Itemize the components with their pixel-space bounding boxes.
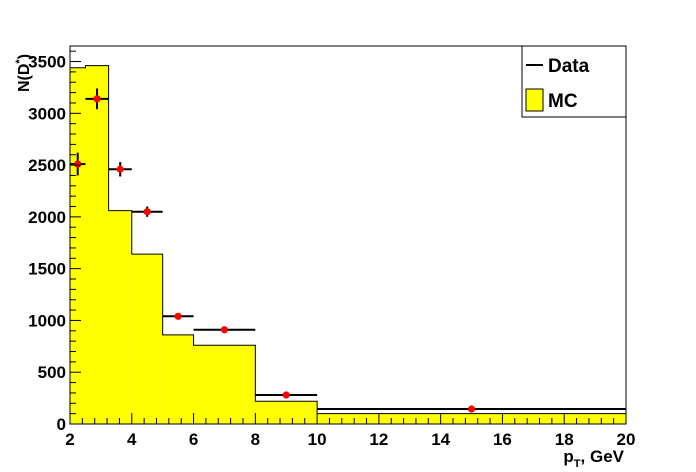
data-point-2 [108, 161, 132, 177]
data-point-3 [131, 206, 163, 217]
x-axis-title: pT, GeV [563, 447, 624, 470]
data-marker-0 [74, 160, 82, 168]
data-marker-6 [282, 391, 290, 399]
data-marker-4 [174, 312, 182, 320]
y-tick-label: 2500 [28, 156, 66, 175]
mc-bin-1 [85, 65, 109, 425]
y-tick-label: 1000 [28, 311, 66, 330]
x-tick-label: 4 [127, 430, 137, 449]
y-tick-label: 0 [57, 415, 66, 434]
mc-bin-6 [255, 401, 318, 424]
data-point-0 [70, 152, 86, 176]
data-marker-2 [116, 165, 124, 173]
mc-bin-4 [162, 334, 194, 424]
data-point-1 [85, 88, 109, 110]
y-tick-label: 500 [38, 363, 66, 382]
mc-bin-5 [193, 345, 256, 424]
y-tick-label: 1500 [28, 260, 66, 279]
data-point-4 [162, 312, 194, 320]
x-tick-label: 6 [189, 430, 198, 449]
x-tick-label: 14 [431, 430, 450, 449]
mc-bin-7 [317, 413, 626, 424]
mc-histogram [69, 65, 627, 425]
data-marker-3 [143, 208, 151, 216]
mc-bin-2 [108, 210, 132, 424]
axes: 2 4 6 8 10 12 14 16 18 20 0 500 1000 1500 2000 2500 3000… [28, 50, 636, 449]
y-tick-label: 3500 [28, 53, 66, 72]
y-axis-title: N(D*) [14, 54, 33, 92]
x-tick-label: 18 [555, 430, 574, 449]
x-tick-label: 16 [493, 430, 512, 449]
data-point-6 [255, 391, 318, 399]
legend-label-mc: MC [548, 91, 578, 112]
legend-label-data: Data [548, 56, 590, 77]
y-tick-label: 2000 [28, 208, 66, 227]
mc-bin-3 [131, 254, 163, 424]
data-points [70, 88, 626, 413]
y-tick-label: 3000 [28, 104, 66, 123]
data-marker-1 [93, 95, 101, 103]
data-marker-7 [467, 405, 476, 413]
x-tick-label: 8 [251, 430, 260, 449]
x-tick-label: 12 [369, 430, 388, 449]
mc-bin-0 [70, 67, 86, 424]
legend-mc-fill-swatch [525, 88, 544, 112]
mc-outline [69, 65, 627, 424]
data-point-5 [193, 326, 256, 334]
x-tick-label: 2 [65, 430, 74, 449]
data-point-7 [317, 405, 626, 413]
legend: Data MC [521, 45, 627, 118]
x-tick-label: 10 [308, 430, 327, 449]
plot-frame [69, 45, 627, 425]
data-marker-5 [220, 326, 229, 334]
x-tick-label: 20 [617, 430, 636, 449]
